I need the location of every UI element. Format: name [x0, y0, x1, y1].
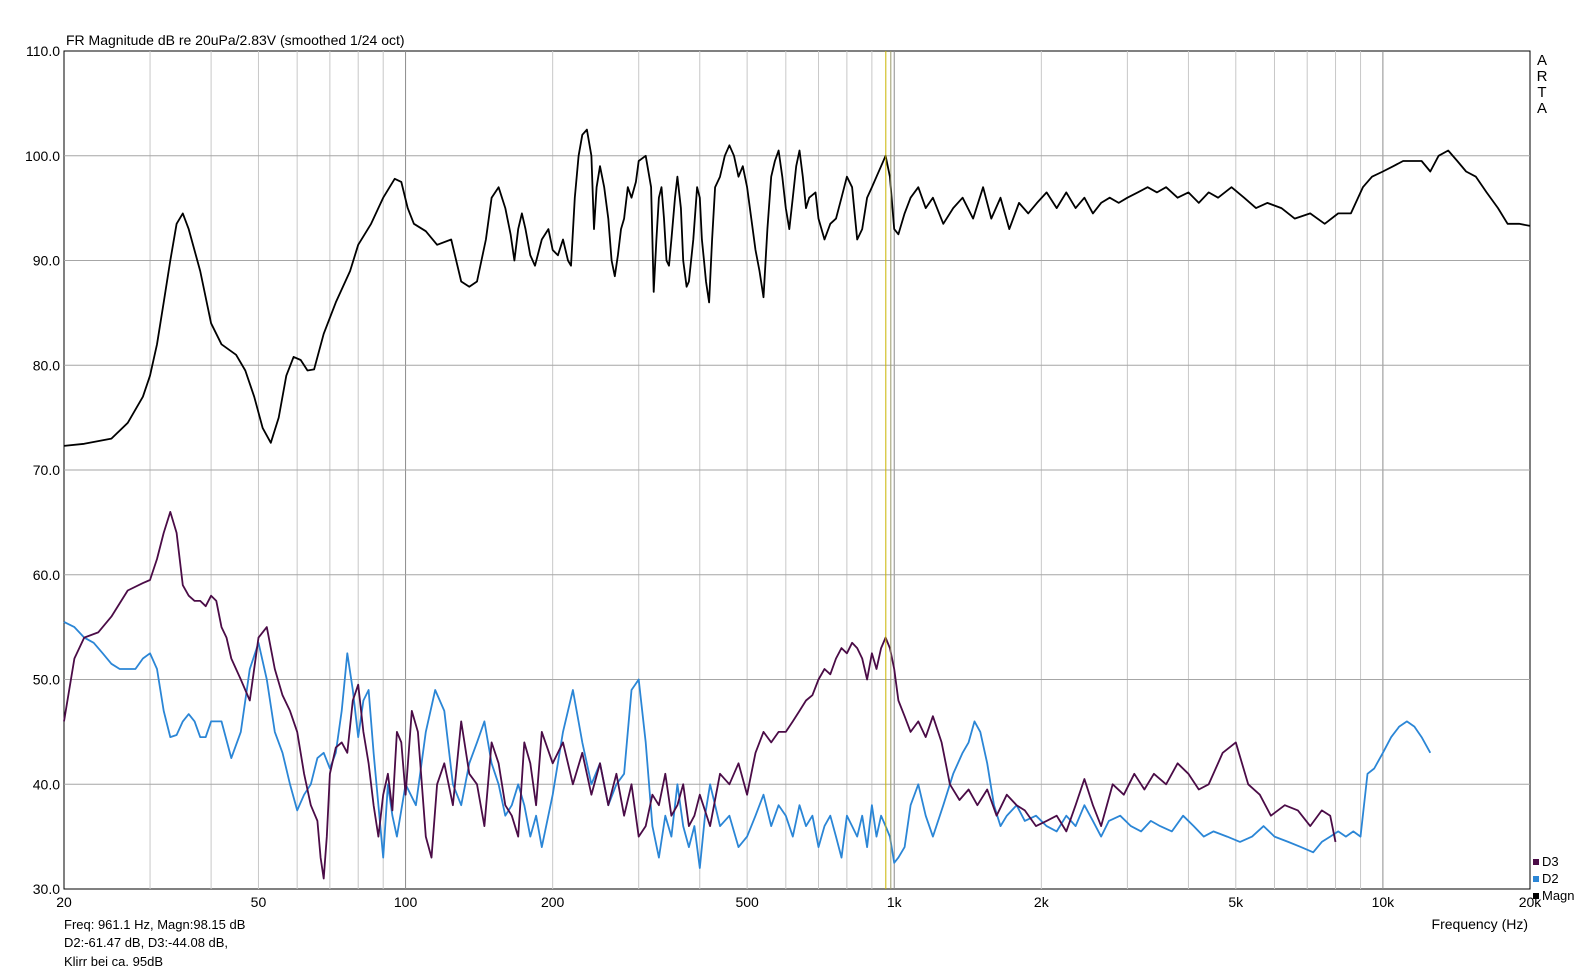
- arta-letter: A: [1537, 52, 1547, 69]
- x-axis-label: Frequency (Hz): [1432, 916, 1528, 932]
- x-tick-label: 10k: [1372, 894, 1396, 910]
- legend-swatch-magn: [1533, 893, 1539, 899]
- y-tick-label: 60.0: [33, 567, 60, 583]
- x-tick-label: 20: [56, 894, 72, 910]
- x-tick-label: 5k: [1228, 894, 1244, 910]
- series-group: [63, 128, 1531, 880]
- arta-letter: R: [1537, 68, 1548, 85]
- chart-title: FR Magnitude dB re 20uPa/2.83V (smoothed…: [66, 32, 405, 48]
- legend: D3 D2 Magn: [1533, 854, 1575, 903]
- legend-swatch-d3: [1533, 859, 1539, 865]
- x-tick-label: 100: [394, 894, 418, 910]
- series-d3: [63, 511, 1337, 880]
- legend-swatch-d2: [1533, 876, 1539, 882]
- legend-label-d3: D3: [1542, 854, 1559, 869]
- x-tick-label: 500: [735, 894, 759, 910]
- x-tick-label: 1k: [887, 894, 903, 910]
- y-tick-label: 100.0: [25, 148, 60, 164]
- y-tick-labels: 30.0 40.0 50.0 60.0 70.0 80.0 90.0 100.0 110.0: [25, 43, 60, 897]
- series-d2: [63, 621, 1432, 869]
- y-tick-label: 40.0: [33, 776, 60, 792]
- x-tick-label: 200: [541, 894, 565, 910]
- frequency-cursor[interactable]: [885, 51, 892, 889]
- y-tick-label: 80.0: [33, 357, 60, 373]
- y-tick-label: 50.0: [33, 672, 60, 688]
- legend-label-magn: Magn: [1542, 888, 1575, 903]
- y-tick-label: 110.0: [26, 43, 60, 59]
- y-tick-label: 70.0: [33, 462, 60, 478]
- series-magn: [63, 128, 1531, 447]
- x-tick-label: 2k: [1034, 894, 1050, 910]
- arta-letter: A: [1537, 100, 1547, 117]
- readout-line-1: Freq: 961.1 Hz, Magn:98.15 dB: [64, 917, 245, 932]
- x-tick-label: 50: [251, 894, 267, 910]
- arta-letter: T: [1537, 84, 1546, 101]
- legend-label-d2: D2: [1542, 871, 1559, 886]
- readout-line-2: D2:-61.47 dB, D3:-44.08 dB,: [64, 935, 228, 950]
- x-tick-labels: 20 50 100 200 500 1k 2k 5k 10k 20k: [56, 894, 1542, 910]
- readout-line-3: Klirr bei ca. 95dB: [64, 954, 163, 969]
- y-tick-label: 90.0: [33, 253, 60, 269]
- y-tick-label: 30.0: [33, 881, 60, 897]
